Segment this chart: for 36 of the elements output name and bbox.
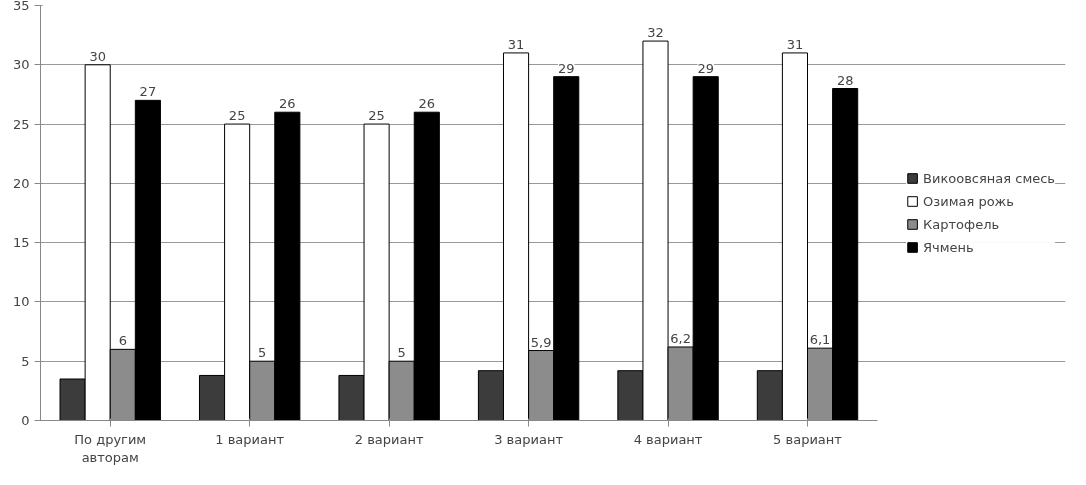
legend-label: Озимая рожь — [923, 193, 1014, 209]
y-tick-label: 25 — [12, 116, 30, 132]
data-label: 27 — [139, 84, 157, 100]
data-label: 6 — [118, 333, 127, 349]
legend-label: Ячмень — [923, 239, 974, 255]
y-tick-label: 10 — [12, 294, 30, 310]
y-tick-label: 20 — [12, 175, 30, 191]
x-tick-label: По другим авторам — [74, 431, 147, 465]
y-tick-label: 30 — [12, 57, 30, 73]
data-label: 29 — [557, 60, 575, 76]
x-tick-label: 3 вариант — [494, 431, 564, 447]
data-label: 26 — [418, 96, 436, 112]
y-tick-label: 5 — [21, 353, 30, 369]
x-tick-label: 4 вариант — [633, 431, 703, 447]
data-label: 5 — [397, 345, 406, 361]
y-tick-label: 0 — [21, 413, 30, 428]
data-label: 25 — [228, 108, 246, 124]
data-label: 6,2 — [670, 330, 691, 346]
data-label: 5 — [258, 345, 267, 361]
data-label: 32 — [647, 25, 664, 41]
y-tick-label: 35 — [12, 0, 30, 13]
data-label: 31 — [507, 36, 525, 52]
data-label: 29 — [697, 60, 714, 76]
data-label: 31 — [786, 36, 804, 52]
data-label: 30 — [89, 48, 106, 64]
legend-label: Викоовсяная смесь — [923, 170, 1055, 186]
x-tick-label: 2 вариант — [354, 431, 424, 447]
data-label: 28 — [836, 72, 854, 88]
data-label: 26 — [279, 96, 296, 112]
legend-label: Картофель — [923, 216, 1000, 232]
data-label: 5,9 — [530, 334, 552, 350]
x-tick-label: 1 вариант — [215, 431, 285, 447]
x-tick-label: 5 вариант — [773, 431, 843, 447]
y-tick-label: 15 — [12, 235, 30, 251]
data-label: 6,1 — [809, 332, 831, 348]
data-label: 25 — [368, 108, 385, 124]
